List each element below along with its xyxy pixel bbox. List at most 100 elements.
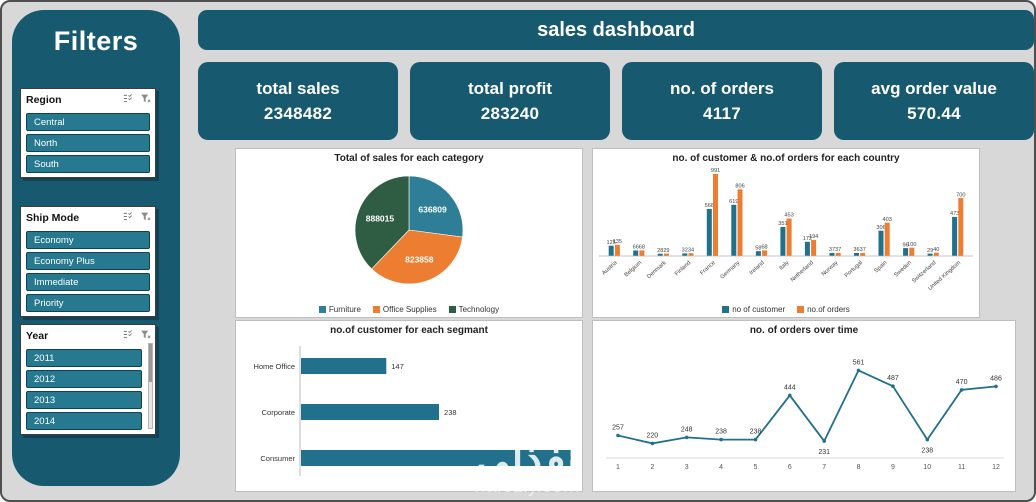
slicer-year-header: Year <box>21 325 155 346</box>
chart-text: 37 <box>829 247 835 253</box>
slicer-item-economy-plus[interactable]: Economy Plus <box>26 252 150 270</box>
bar <box>755 251 761 256</box>
slicer-item-central[interactable]: Central <box>26 113 150 131</box>
kpi-no-of-orders: no. of orders 4117 <box>622 62 822 140</box>
slicer-region-items: Central North South <box>21 113 155 173</box>
legend-item-office-supplies: Office Supplies <box>372 305 437 314</box>
chart-text: 135 <box>613 239 622 245</box>
kpi-value: 2348482 <box>263 103 333 123</box>
bar <box>878 230 884 256</box>
bar <box>608 245 614 256</box>
bar <box>780 227 786 256</box>
chart-text: Denmark <box>646 260 668 280</box>
slicer-item-2011[interactable]: 2011 <box>26 349 142 367</box>
chart-text: 403 <box>883 217 892 223</box>
pie-slice-furniture <box>408 175 464 238</box>
chart-text: 7 <box>822 464 826 471</box>
chart-text: Ireland <box>749 260 766 276</box>
bar <box>633 250 639 256</box>
data-point <box>719 437 723 442</box>
country-chart-title: no. of customer & no.of orders for each … <box>672 153 900 164</box>
scrollbar-thumb[interactable] <box>149 344 152 382</box>
bar <box>909 247 915 256</box>
kpi-value: 283240 <box>480 103 540 123</box>
data-point <box>822 439 826 443</box>
slicer-item-2012[interactable]: 2012 <box>26 370 142 388</box>
chart-text: 248 <box>681 426 693 433</box>
bar <box>731 204 737 256</box>
multiselect-icon[interactable] <box>123 329 134 340</box>
slicer-region: Region Central North South <box>20 88 156 178</box>
bar <box>786 218 792 256</box>
filters-title: Filters <box>53 26 139 56</box>
data-point <box>994 384 998 389</box>
chart-text: 68 <box>639 245 645 251</box>
slicer-item-2013[interactable]: 2013 <box>26 391 142 409</box>
bar <box>657 253 663 256</box>
bar <box>682 253 688 256</box>
chart-text: 28 <box>657 248 663 254</box>
line-series <box>617 369 997 445</box>
data-point <box>616 433 620 438</box>
year-slicer-scrollbar[interactable] <box>148 343 153 429</box>
bar <box>762 250 768 256</box>
chart-text: Finland <box>674 260 692 277</box>
chart-text: 12 <box>992 464 1000 471</box>
kpi-avg-order-value: avg order value 570.44 <box>834 62 1034 140</box>
data-point <box>650 441 655 446</box>
legend-swatch <box>722 306 730 313</box>
line-chart-title: no. of orders over time <box>749 325 859 336</box>
chart-text: France <box>699 260 716 277</box>
country-legend: no of customer no.of orders <box>593 305 979 314</box>
chart-text: 487 <box>887 375 899 382</box>
bar-consumer <box>301 450 571 466</box>
chart-text: 40 <box>933 247 939 253</box>
multiselect-icon[interactable] <box>123 211 134 222</box>
data-point <box>891 384 895 388</box>
slicer-item-2014[interactable]: 2014 <box>26 412 142 430</box>
bar <box>860 252 866 256</box>
category-sales-pie-chart: 636809 823858 888015 <box>236 164 582 298</box>
bar <box>903 248 909 256</box>
data-point <box>684 435 689 440</box>
dashboard-title: sales dashboard <box>537 18 695 41</box>
data-point <box>959 388 964 392</box>
clear-filter-icon[interactable] <box>140 211 151 222</box>
legend-swatch <box>372 306 380 313</box>
bar-home-office <box>301 358 387 374</box>
clear-filter-icon[interactable] <box>140 329 151 340</box>
chart-text: 1 <box>616 464 620 471</box>
legend-label: Office Supplies <box>382 305 437 314</box>
slicer-year-toolbar <box>121 327 151 345</box>
legend-label: Technology <box>458 305 500 314</box>
segment-customers-panel: no.of customer for each segmant Home Off… <box>235 320 583 492</box>
slicer-item-south[interactable]: South <box>26 155 150 173</box>
orders-over-time-panel: no. of orders over time 257 1 220 2 248 3 238 4… <box>592 320 1016 492</box>
chart-text: 619 <box>729 199 738 205</box>
kpi-label: total profit <box>467 78 553 98</box>
chart-text: 238 <box>444 408 457 417</box>
chart-text: 806 <box>735 184 744 190</box>
bar <box>952 216 958 256</box>
slicer-ship-mode-title: Ship Mode <box>26 212 80 224</box>
bar <box>737 189 743 256</box>
pie-slice-office-supplies <box>371 229 463 285</box>
multiselect-icon[interactable] <box>123 93 134 104</box>
data-point <box>753 437 758 442</box>
bar <box>811 239 817 256</box>
chart-text: 470 <box>956 379 968 386</box>
data-point <box>925 437 930 442</box>
slicer-item-economy[interactable]: Economy <box>26 231 150 249</box>
segment-bar-chart: Home Office 147 Corporate 238 Consumer <box>236 336 582 486</box>
chart-text: 351 <box>778 221 787 227</box>
slicer-item-priority[interactable]: Priority <box>26 294 150 312</box>
legend-item-no-of-customer: no of customer <box>722 305 785 314</box>
slicer-item-immediate[interactable]: Immediate <box>26 273 150 291</box>
country-orders-panel: no. of customer & no.of orders for each … <box>592 148 980 318</box>
clear-filter-icon[interactable] <box>140 93 151 104</box>
chart-text: 32 <box>682 248 688 254</box>
chart-text: 473 <box>950 211 959 217</box>
orders-line-chart: 257 1 220 2 248 3 238 4 238 5 444 6 231 7 561 8 487 9 238 1… <box>593 336 1015 488</box>
slicer-item-north[interactable]: North <box>26 134 150 152</box>
